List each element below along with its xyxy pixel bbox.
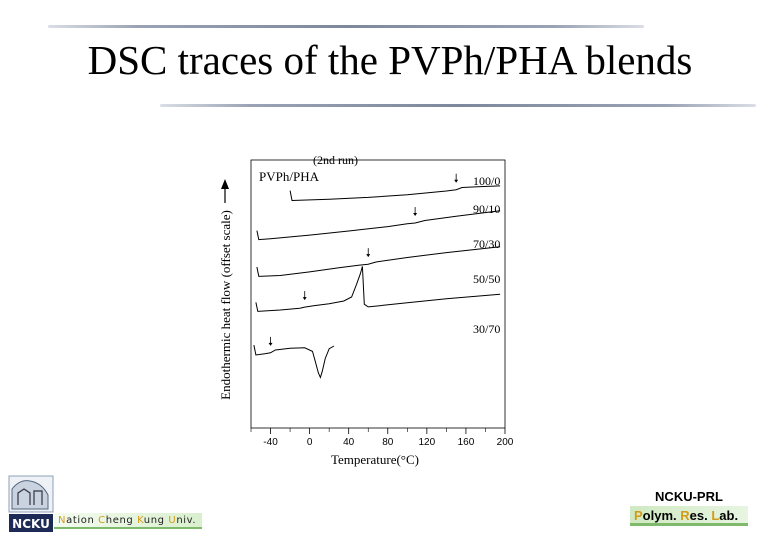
lab-badge: NCKU-PRL Polym. Res. Lab.: [630, 489, 748, 526]
x-tick-label: 120: [419, 437, 436, 448]
x-tick-label: 200: [497, 437, 514, 448]
series-label-50-50: 50/50: [473, 272, 500, 286]
x-tick-label: 160: [458, 437, 475, 448]
lab-name: NCKU-PRL: [655, 489, 723, 504]
x-tick-label: 40: [343, 437, 355, 448]
lab-initial-1: P: [634, 508, 643, 523]
x-tick-label: 80: [382, 437, 394, 448]
x-tick-label: 0: [307, 437, 313, 448]
tg-arrow-100-0: [454, 173, 459, 183]
slide-title: DSC traces of the PVPh/PHA blends: [87, 37, 693, 83]
univ-rest-1: ation: [66, 515, 99, 526]
lab-rest-1: olym.: [642, 508, 681, 523]
dsc-trace-70-30: [256, 246, 501, 277]
univ-initial-4: U: [168, 515, 177, 526]
y-axis-label: Endothermic heat flow (offset scale): [218, 210, 233, 400]
run-label: (2nd run): [313, 153, 358, 167]
dsc-chart: (2nd run) PVPh/PHA 100/0 90/10 70/30 50/50 3…: [218, 153, 514, 467]
lab-rest-3: ab.: [719, 508, 739, 523]
legend-title: PVPh/PHA: [259, 169, 320, 184]
x-axis-label: Temperature(°C): [331, 452, 419, 467]
series-label-100-0: 100/0: [473, 174, 500, 188]
dsc-trace-90-10: [256, 210, 501, 241]
plot-frame: [250, 159, 506, 429]
tg-arrow-50-50: [302, 291, 307, 301]
title-rule-bottom: [160, 104, 756, 107]
x-ticks: -40 0 40 80 120 160 200: [250, 428, 514, 448]
dsc-trace-50-50: [255, 266, 501, 312]
tg-arrow-90-10: [413, 207, 418, 217]
series-label-70-30: 70/30: [473, 237, 500, 251]
lab-rest-2: es.: [689, 508, 712, 523]
univ-initial-3: K: [137, 515, 144, 526]
title-rule-top: [48, 25, 644, 28]
ncku-emblem-icon: NCKU: [8, 475, 54, 532]
dsc-trace-100-0: [289, 185, 501, 202]
tg-arrow-30-70: [268, 336, 273, 346]
univ-initial-1: N: [58, 515, 67, 526]
ncku-logo: NCKU: [8, 475, 54, 533]
dsc-trace-30-70: [253, 345, 335, 379]
series-label-30-70: 30/70: [473, 322, 500, 336]
univ-initial-2: C: [98, 515, 106, 526]
univ-rest-3: ung: [143, 515, 169, 526]
series-label-90-10: 90/10: [473, 202, 500, 216]
univ-rest-4: niv.: [176, 515, 197, 526]
lab-initial-2: R: [680, 508, 690, 523]
x-tick-label: -40: [263, 437, 278, 448]
lab-full-name: Polym. Res. Lab.: [630, 506, 748, 526]
university-name: Nation Cheng Kung Univ.: [54, 513, 202, 529]
series-layer: 100/0 90/10 70/30 50/50 30/70: [253, 173, 501, 379]
tg-arrow-70-30: [366, 248, 371, 258]
lab-initial-3: L: [711, 508, 720, 523]
logo-text: NCKU: [12, 517, 50, 531]
univ-rest-2: heng: [105, 515, 138, 526]
y-axis-arrow: [221, 179, 229, 203]
